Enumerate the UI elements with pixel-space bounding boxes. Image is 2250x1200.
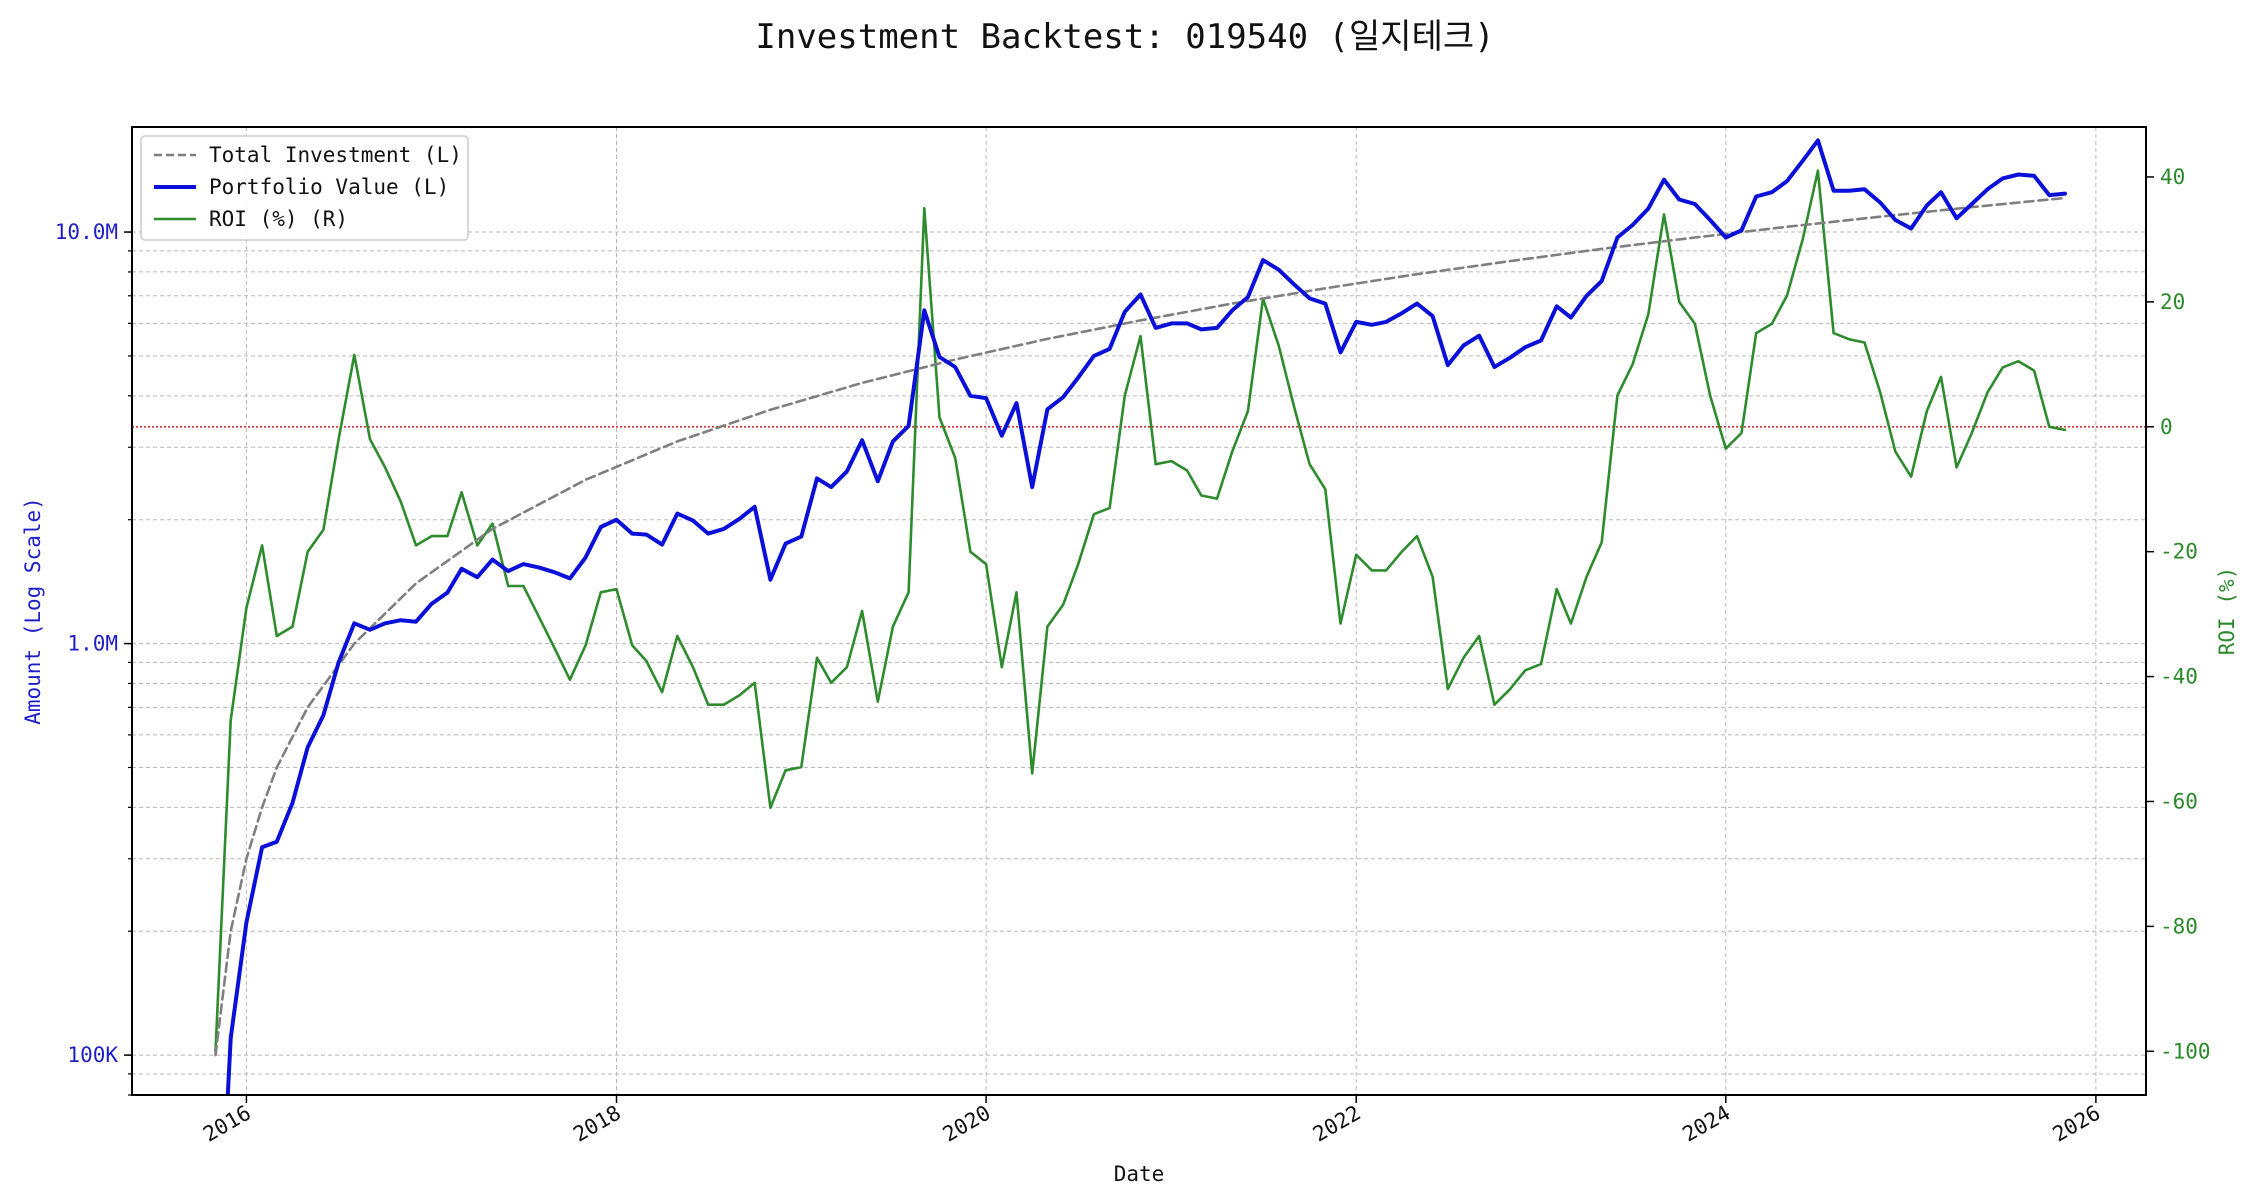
x-tick-label: 2020 (939, 1101, 995, 1147)
legend-label-investment: Total Investment (L) (209, 143, 462, 167)
plot-frame (131, 126, 2147, 1096)
chart-title: Investment Backtest: 019540 (일지테크) (755, 17, 1494, 57)
legend: Total Investment (L) Portfolio Value (L)… (140, 135, 469, 241)
y-right-tick-label: -20 (2160, 540, 2198, 564)
y-left-tick-label: 10.0M (55, 220, 118, 244)
legend-box (140, 135, 469, 241)
series-total-investment (214, 196, 2067, 1057)
x-tick-label: 2026 (2049, 1101, 2105, 1147)
x-tick-label: 2016 (199, 1101, 255, 1147)
x-tick-label: 2022 (1309, 1101, 1365, 1147)
y-left-tick-label: 1.0M (67, 632, 118, 656)
axes: 100K 1.0M 10.0M 2016 2018 2020 2022 2024 2026 -10… (55, 165, 2211, 1147)
x-tick-label: 2024 (1678, 1101, 1734, 1147)
series-roi (214, 169, 2067, 1053)
y-right-tick-label: -80 (2160, 914, 2198, 938)
y-left-axis-label: Amount (Log Scale) (21, 497, 45, 725)
series-layer (132, 138, 2146, 1095)
x-tick-label: 2018 (569, 1101, 625, 1147)
grid (132, 127, 2146, 1096)
x-axis-label: Date (1114, 1162, 1165, 1186)
legend-label-roi: ROI (%) (R) (209, 207, 348, 231)
y-right-tick-label: -40 (2160, 665, 2198, 689)
y-right-tick-label: 20 (2160, 290, 2185, 314)
series-portfolio-value (225, 138, 2067, 1095)
y-left-tick-label: 100K (67, 1043, 118, 1067)
y-right-tick-label: 0 (2160, 415, 2173, 439)
legend-label-portfolio: Portfolio Value (L) (209, 175, 449, 199)
y-right-axis-label: ROI (%) (2215, 567, 2239, 656)
y-right-tick-label: -100 (2160, 1039, 2211, 1063)
y-right-tick-label: 40 (2160, 165, 2185, 189)
y-right-tick-label: -60 (2160, 789, 2198, 813)
